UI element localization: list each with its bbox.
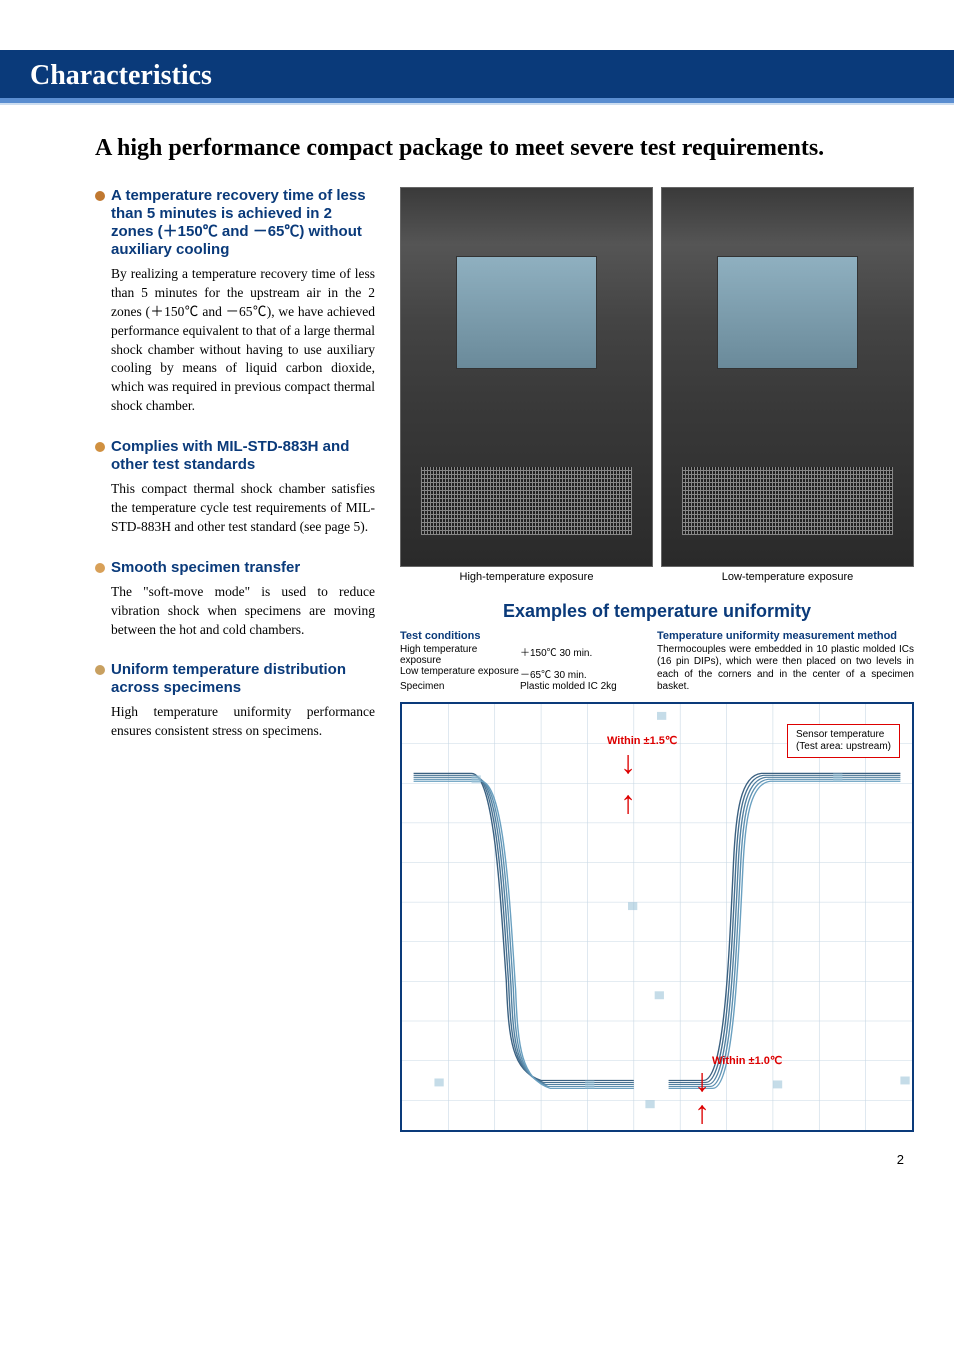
divider-line-2 [0, 103, 954, 105]
photo-row [400, 187, 914, 567]
section-title: Smooth specimen transfer [111, 559, 300, 577]
tc-value: ＋150℃ 30 min. [520, 644, 592, 666]
test-cond-row: High temperature exposure ＋150℃ 30 min. [400, 644, 657, 666]
uniformity-method: Temperature uniformity measurement metho… [657, 630, 914, 694]
section-title: A temperature recovery time of less than… [111, 187, 375, 259]
section-body: High temperature uniformity performance … [95, 703, 375, 741]
photo-high-temp [400, 187, 653, 567]
within-label-2: Within ±1.0℃ [712, 1054, 782, 1067]
test-conditions: Test conditions High temperature exposur… [400, 630, 657, 694]
tc-label: Specimen [400, 681, 520, 692]
uniformity-chart: Sensor temperature (Test area: upstream)… [400, 702, 914, 1132]
chart-legend: Sensor temperature (Test area: upstream) [787, 724, 900, 758]
section-title: Complies with MIL-STD-883H and other tes… [111, 438, 375, 474]
tc-label: High temperature exposure [400, 644, 520, 666]
section-title: Uniform temperature distribution across … [111, 661, 375, 697]
bullet-icon [95, 563, 105, 573]
legend-line1: Sensor temperature [796, 729, 884, 740]
section-mil-std: Complies with MIL-STD-883H and other tes… [95, 438, 375, 537]
page-title: Characteristics [30, 60, 924, 92]
test-conditions-header: Test conditions [400, 630, 657, 642]
test-cond-row: Low temperature exposure －65℃ 30 min. [400, 666, 657, 681]
caption-high-temp: High-temperature exposure [400, 571, 653, 583]
within-label-1: Within ±1.5℃ [607, 734, 677, 747]
bullet-icon [95, 191, 105, 201]
tc-value: Plastic molded IC 2kg [520, 681, 617, 692]
section-smooth-transfer: Smooth specimen transfer The "soft-move … [95, 559, 375, 640]
caption-low-temp: Low-temperature exposure [661, 571, 914, 583]
section-recovery-time: A temperature recovery time of less than… [95, 187, 375, 416]
title-band: Characteristics [0, 50, 954, 101]
section-uniform-distribution: Uniform temperature distribution across … [95, 661, 375, 741]
uniformity-method-body: Thermocouples were embedded in 10 plasti… [657, 644, 914, 694]
uniformity-method-header: Temperature uniformity measurement metho… [657, 630, 914, 642]
right-column: High-temperature exposure Low-temperatur… [400, 187, 914, 1132]
example-meta: Test conditions High temperature exposur… [400, 630, 914, 694]
photo-low-temp [661, 187, 914, 567]
bullet-icon [95, 665, 105, 675]
left-column: A temperature recovery time of less than… [95, 187, 400, 1132]
test-cond-row: Specimen Plastic molded IC 2kg [400, 681, 657, 692]
arrow-up-icon: ↑ [620, 786, 636, 818]
arrow-down-icon: ↓ [694, 1064, 710, 1096]
arrow-down-icon: ↓ [620, 746, 636, 778]
tc-label: Low temperature exposure [400, 666, 520, 681]
chart-svg [402, 704, 912, 1130]
top-margin [0, 0, 954, 50]
section-body: By realizing a temperature recovery time… [95, 265, 375, 416]
section-body: The "soft-move mode" is used to reduce v… [95, 583, 375, 640]
page-subtitle: A high performance compact package to me… [95, 135, 914, 162]
legend-line2: (Test area: upstream) [796, 741, 891, 752]
page-number: 2 [0, 1132, 954, 1167]
section-body: This compact thermal shock chamber satis… [95, 480, 375, 537]
tc-value: －65℃ 30 min. [520, 666, 587, 681]
photo-captions: High-temperature exposure Low-temperatur… [400, 571, 914, 601]
example-heading: Examples of temperature uniformity [400, 601, 914, 622]
content-columns: A temperature recovery time of less than… [0, 187, 954, 1132]
arrow-up-icon: ↑ [694, 1096, 710, 1128]
bullet-icon [95, 442, 105, 452]
